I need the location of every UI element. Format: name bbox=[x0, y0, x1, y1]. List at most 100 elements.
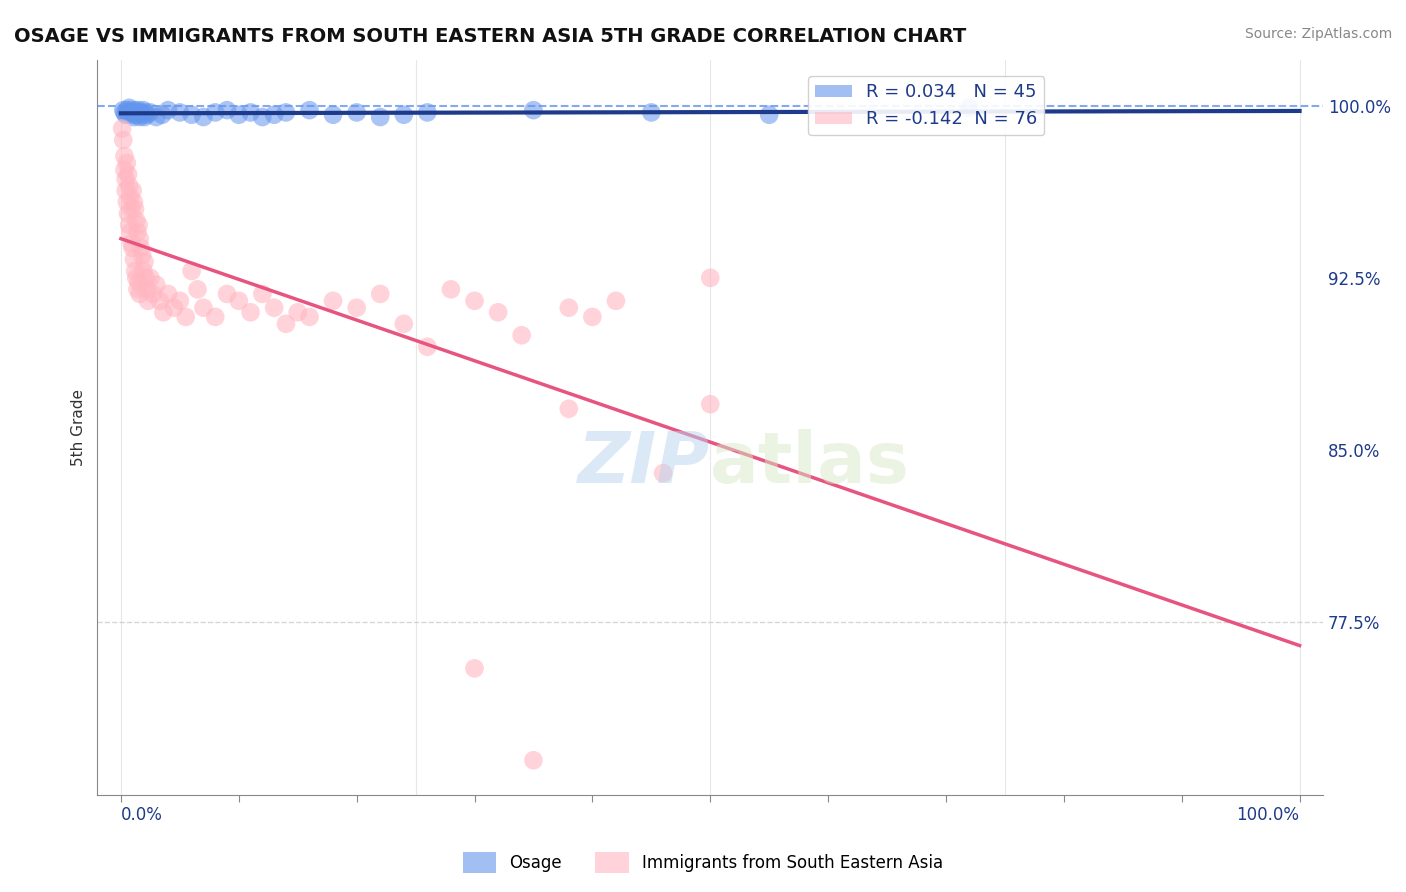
Point bbox=[134, 254, 156, 268]
Point bbox=[392, 108, 415, 122]
Point bbox=[124, 264, 146, 278]
Point bbox=[117, 105, 139, 120]
Point bbox=[169, 105, 191, 120]
Point bbox=[149, 293, 172, 308]
Point bbox=[287, 305, 309, 319]
Point bbox=[298, 310, 321, 324]
Point bbox=[121, 236, 143, 251]
Point bbox=[122, 252, 145, 267]
Point bbox=[228, 108, 250, 122]
Point bbox=[322, 293, 344, 308]
Legend: Osage, Immigrants from South Eastern Asia: Osage, Immigrants from South Eastern Asi… bbox=[456, 846, 950, 880]
Point bbox=[368, 110, 391, 124]
Point bbox=[114, 105, 136, 120]
Point bbox=[120, 190, 142, 204]
Point bbox=[204, 105, 226, 120]
Point bbox=[112, 103, 135, 117]
Text: ZIP: ZIP bbox=[578, 429, 710, 499]
Point bbox=[239, 105, 262, 120]
Point bbox=[114, 162, 136, 177]
Text: Source: ZipAtlas.com: Source: ZipAtlas.com bbox=[1244, 27, 1392, 41]
Point bbox=[139, 270, 162, 285]
Point bbox=[127, 225, 149, 239]
Point bbox=[440, 282, 463, 296]
Point bbox=[122, 194, 145, 209]
Point bbox=[522, 103, 544, 117]
Point bbox=[174, 310, 197, 324]
Point bbox=[135, 108, 157, 122]
Point bbox=[135, 282, 157, 296]
Point bbox=[699, 270, 721, 285]
Point bbox=[127, 105, 149, 120]
Point bbox=[114, 184, 136, 198]
Point bbox=[157, 103, 180, 117]
Point bbox=[121, 105, 143, 120]
Point bbox=[115, 194, 138, 209]
Text: 0.0%: 0.0% bbox=[121, 806, 163, 824]
Text: atlas: atlas bbox=[710, 429, 910, 499]
Point bbox=[132, 264, 155, 278]
Point bbox=[128, 103, 150, 117]
Point bbox=[139, 105, 162, 120]
Point bbox=[486, 305, 509, 319]
Point bbox=[118, 101, 141, 115]
Y-axis label: 5th Grade: 5th Grade bbox=[72, 389, 86, 466]
Point bbox=[117, 168, 139, 182]
Point bbox=[239, 305, 262, 319]
Point bbox=[121, 241, 143, 255]
Point bbox=[118, 178, 141, 193]
Point bbox=[118, 218, 141, 232]
Point bbox=[115, 156, 138, 170]
Point bbox=[416, 105, 439, 120]
Point bbox=[111, 121, 134, 136]
Point bbox=[121, 108, 143, 122]
Point bbox=[274, 317, 297, 331]
Point bbox=[204, 310, 226, 324]
Point bbox=[652, 466, 675, 480]
Point bbox=[463, 661, 485, 675]
Point bbox=[522, 753, 544, 767]
Point bbox=[124, 103, 146, 117]
Point bbox=[132, 103, 155, 117]
Text: 100.0%: 100.0% bbox=[1236, 806, 1299, 824]
Point bbox=[125, 270, 148, 285]
Point bbox=[114, 149, 136, 163]
Point bbox=[346, 105, 368, 120]
Point bbox=[346, 301, 368, 315]
Point bbox=[112, 133, 135, 147]
Point bbox=[228, 293, 250, 308]
Point bbox=[124, 202, 146, 216]
Point bbox=[114, 108, 136, 122]
Point bbox=[135, 270, 157, 285]
Point bbox=[121, 202, 143, 216]
Point bbox=[128, 110, 150, 124]
Point bbox=[193, 301, 215, 315]
Point bbox=[128, 218, 150, 232]
Point bbox=[145, 110, 167, 124]
Point bbox=[128, 276, 150, 290]
Point bbox=[640, 105, 662, 120]
Point bbox=[129, 241, 152, 255]
Point bbox=[581, 310, 603, 324]
Point bbox=[758, 108, 780, 122]
Point bbox=[252, 110, 274, 124]
Point bbox=[125, 108, 148, 122]
Point bbox=[416, 340, 439, 354]
Point bbox=[558, 401, 581, 416]
Point bbox=[135, 105, 157, 120]
Legend: R = 0.034   N = 45, R = -0.142  N = 76: R = 0.034 N = 45, R = -0.142 N = 76 bbox=[808, 76, 1045, 136]
Point bbox=[322, 108, 344, 122]
Point bbox=[959, 101, 981, 115]
Point bbox=[699, 397, 721, 411]
Point bbox=[163, 301, 186, 315]
Point bbox=[152, 305, 174, 319]
Point bbox=[180, 264, 202, 278]
Point bbox=[128, 232, 150, 246]
Point bbox=[263, 108, 285, 122]
Point bbox=[180, 108, 202, 122]
Point bbox=[131, 108, 153, 122]
Point bbox=[117, 206, 139, 220]
Point bbox=[263, 301, 285, 315]
Point bbox=[150, 108, 173, 122]
Point bbox=[128, 287, 150, 301]
